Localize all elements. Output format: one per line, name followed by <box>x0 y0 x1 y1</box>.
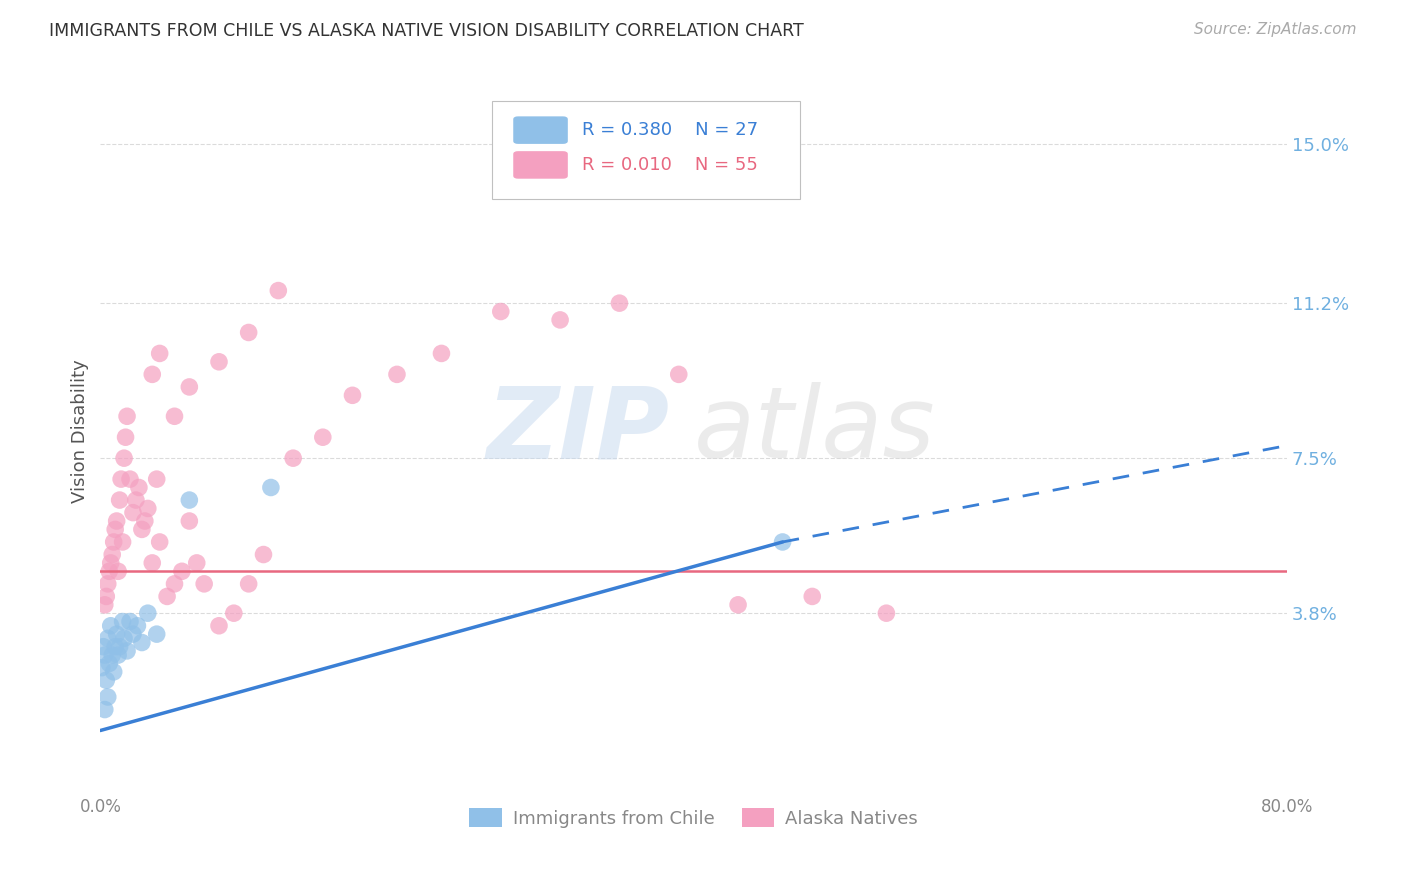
Point <box>772 535 794 549</box>
Point <box>193 577 215 591</box>
Point <box>134 514 156 528</box>
Point <box>91 640 114 654</box>
Point <box>107 564 129 578</box>
Point <box>179 514 201 528</box>
Point <box>110 472 132 486</box>
Text: atlas: atlas <box>693 383 935 479</box>
Point <box>112 451 135 466</box>
Text: R = 0.010    N = 55: R = 0.010 N = 55 <box>582 156 758 174</box>
Point <box>238 326 260 340</box>
Point <box>104 640 127 654</box>
Point <box>875 606 897 620</box>
Point <box>111 615 134 629</box>
Point <box>170 564 193 578</box>
Point <box>100 619 122 633</box>
Point <box>430 346 453 360</box>
Point <box>125 493 148 508</box>
Text: ZIP: ZIP <box>486 383 669 479</box>
Point <box>94 702 117 716</box>
Point <box>103 535 125 549</box>
Text: R = 0.380    N = 27: R = 0.380 N = 27 <box>582 121 758 139</box>
Point <box>98 564 121 578</box>
Point <box>104 522 127 536</box>
Point <box>668 368 690 382</box>
Point <box>112 632 135 646</box>
Point <box>141 368 163 382</box>
Point <box>267 284 290 298</box>
Point <box>118 615 141 629</box>
Point <box>114 430 136 444</box>
Point <box>136 606 159 620</box>
Point <box>163 577 186 591</box>
Point <box>115 644 138 658</box>
Point <box>149 535 172 549</box>
Point <box>97 690 120 704</box>
Point <box>179 380 201 394</box>
Point <box>727 598 749 612</box>
Point <box>136 501 159 516</box>
Point <box>489 304 512 318</box>
FancyBboxPatch shape <box>513 151 568 178</box>
Text: IMMIGRANTS FROM CHILE VS ALASKA NATIVE VISION DISABILITY CORRELATION CHART: IMMIGRANTS FROM CHILE VS ALASKA NATIVE V… <box>49 22 804 40</box>
Point <box>97 632 120 646</box>
Point <box>186 556 208 570</box>
Point <box>238 577 260 591</box>
Point <box>111 535 134 549</box>
Point <box>122 506 145 520</box>
Point <box>118 472 141 486</box>
Point <box>609 296 631 310</box>
Point <box>208 355 231 369</box>
Point <box>100 556 122 570</box>
Point <box>94 648 117 662</box>
Point <box>101 648 124 662</box>
Text: Source: ZipAtlas.com: Source: ZipAtlas.com <box>1194 22 1357 37</box>
Point <box>156 590 179 604</box>
Point <box>145 627 167 641</box>
Point <box>141 556 163 570</box>
Point <box>122 627 145 641</box>
Point <box>96 590 118 604</box>
Point <box>801 590 824 604</box>
Point <box>208 619 231 633</box>
Point <box>163 409 186 424</box>
Point <box>96 673 118 688</box>
Point <box>283 451 305 466</box>
Point <box>260 481 283 495</box>
Legend: Immigrants from Chile, Alaska Natives: Immigrants from Chile, Alaska Natives <box>463 801 925 835</box>
Point <box>105 627 128 641</box>
Point <box>342 388 364 402</box>
Point <box>385 368 408 382</box>
Point <box>131 522 153 536</box>
FancyBboxPatch shape <box>492 101 800 199</box>
Point <box>108 493 131 508</box>
Point <box>548 313 571 327</box>
Point <box>149 346 172 360</box>
Point <box>107 648 129 662</box>
Point <box>127 619 149 633</box>
Point <box>105 514 128 528</box>
Point <box>108 640 131 654</box>
Point <box>90 660 112 674</box>
Point <box>94 598 117 612</box>
Point <box>131 635 153 649</box>
Point <box>98 657 121 671</box>
Point <box>101 548 124 562</box>
FancyBboxPatch shape <box>513 116 568 144</box>
Point <box>312 430 335 444</box>
Point <box>179 493 201 508</box>
Point <box>115 409 138 424</box>
Point <box>145 472 167 486</box>
Point <box>103 665 125 679</box>
Point <box>222 606 245 620</box>
Y-axis label: Vision Disability: Vision Disability <box>72 359 89 503</box>
Point <box>128 481 150 495</box>
Point <box>97 577 120 591</box>
Point <box>252 548 274 562</box>
